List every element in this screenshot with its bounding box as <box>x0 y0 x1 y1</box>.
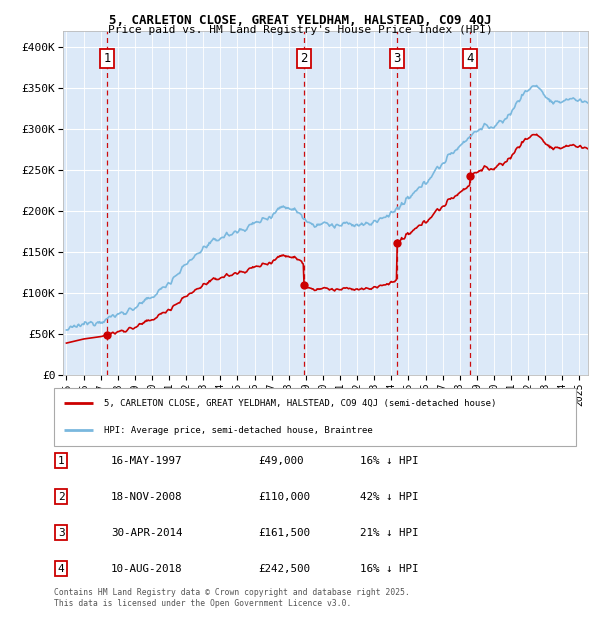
Text: 42% ↓ HPI: 42% ↓ HPI <box>360 492 419 502</box>
Text: £49,000: £49,000 <box>258 456 304 466</box>
Text: £242,500: £242,500 <box>258 564 310 574</box>
Text: 4: 4 <box>58 564 65 574</box>
Text: 18-NOV-2008: 18-NOV-2008 <box>111 492 182 502</box>
Text: 1: 1 <box>103 52 110 65</box>
Text: 2: 2 <box>300 52 308 65</box>
Text: 16-MAY-1997: 16-MAY-1997 <box>111 456 182 466</box>
Text: Price paid vs. HM Land Registry's House Price Index (HPI): Price paid vs. HM Land Registry's House … <box>107 25 493 35</box>
Text: 16% ↓ HPI: 16% ↓ HPI <box>360 456 419 466</box>
Text: 2: 2 <box>58 492 65 502</box>
Text: 4: 4 <box>466 52 474 65</box>
Text: 10-AUG-2018: 10-AUG-2018 <box>111 564 182 574</box>
Text: 5, CARLETON CLOSE, GREAT YELDHAM, HALSTEAD, CO9 4QJ: 5, CARLETON CLOSE, GREAT YELDHAM, HALSTE… <box>109 14 491 27</box>
Text: 3: 3 <box>58 528 65 538</box>
Text: 16% ↓ HPI: 16% ↓ HPI <box>360 564 419 574</box>
Text: 3: 3 <box>393 52 401 65</box>
Text: £161,500: £161,500 <box>258 528 310 538</box>
Text: 1: 1 <box>58 456 65 466</box>
Text: £110,000: £110,000 <box>258 492 310 502</box>
Text: Contains HM Land Registry data © Crown copyright and database right 2025.
This d: Contains HM Land Registry data © Crown c… <box>54 588 410 608</box>
Text: 21% ↓ HPI: 21% ↓ HPI <box>360 528 419 538</box>
Text: 30-APR-2014: 30-APR-2014 <box>111 528 182 538</box>
Text: HPI: Average price, semi-detached house, Braintree: HPI: Average price, semi-detached house,… <box>104 426 373 435</box>
Text: 5, CARLETON CLOSE, GREAT YELDHAM, HALSTEAD, CO9 4QJ (semi-detached house): 5, CARLETON CLOSE, GREAT YELDHAM, HALSTE… <box>104 399 496 408</box>
